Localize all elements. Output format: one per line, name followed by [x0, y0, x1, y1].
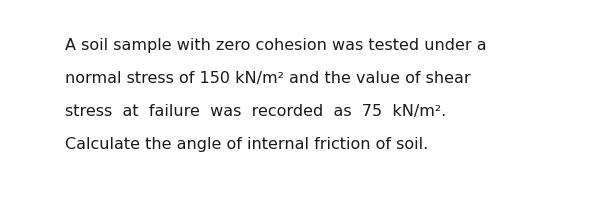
- Text: stress  at  failure  was  recorded  as  75  kN/m².: stress at failure was recorded as 75 kN/…: [65, 104, 446, 119]
- Text: A soil sample with zero cohesion was tested under a: A soil sample with zero cohesion was tes…: [65, 38, 486, 53]
- Text: normal stress of 150 kN/m² and the value of shear: normal stress of 150 kN/m² and the value…: [65, 71, 471, 86]
- Text: Calculate the angle of internal friction of soil.: Calculate the angle of internal friction…: [65, 137, 428, 152]
